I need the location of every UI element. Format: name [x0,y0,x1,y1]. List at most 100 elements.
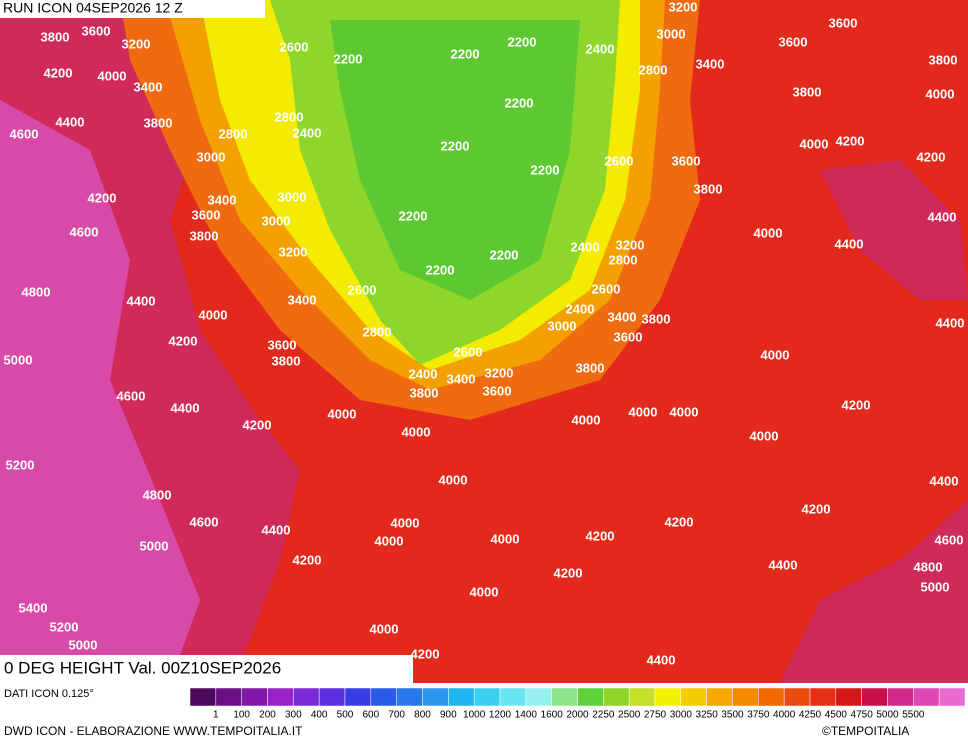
contour-label: 2200 [490,247,519,262]
colorbar-label: 5000 [876,710,899,721]
contour-label: 2400 [409,366,438,381]
contour-label: 3000 [278,189,307,204]
contour-label: 4400 [171,400,200,415]
colorbar-swatch [499,687,527,707]
contour-label: 3600 [192,207,221,222]
contour-label: 4200 [836,133,865,148]
contour-label: 4200 [243,417,272,432]
contour-label: 3400 [447,371,476,386]
colorbar-label: 200 [259,710,276,721]
contour-label: 4400 [769,557,798,572]
contour-label: 3600 [829,15,858,30]
contour-label: 4000 [750,428,779,443]
field-label: 0 DEG HEIGHT Val. 00Z10SEP2026 [4,658,281,677]
credit-label: DWD ICON - ELABORAZIONE WWW.TEMPOITALIA.… [4,724,303,738]
contour-label: 3000 [548,318,577,333]
colorbar-label: 100 [233,710,250,721]
colorbar-swatch [241,687,268,707]
contour-label: 4200 [842,397,871,412]
field-box [0,655,413,683]
contour-label: 4000 [328,406,357,421]
contour-label: 4600 [935,532,964,547]
colorbar-label: 300 [285,710,302,721]
contour-label: 4600 [190,514,219,529]
colorbar-swatch [628,687,656,707]
contour-label: 4200 [586,528,615,543]
colorbar-swatch [396,687,423,707]
contour-label: 2200 [505,95,534,110]
contour-label: 4000 [199,307,228,322]
colorbar-label: 1400 [515,710,538,721]
colorbar-swatch [422,687,449,707]
colorbar-label: 1000 [463,710,486,721]
contour-label: 4400 [835,236,864,251]
colorbar-label: 1200 [489,710,512,721]
contour-label: 2400 [586,41,615,56]
colorbar-swatch [473,687,501,707]
colorbar-swatch [370,687,397,707]
contour-label: 4400 [930,473,959,488]
colorbar-label: 3750 [747,710,770,721]
colorbar-label: 600 [362,710,379,721]
contour-label: 5000 [4,352,33,367]
colorbar-label: 3000 [670,710,693,721]
contour-label: 3000 [262,213,291,228]
contour-label: 4200 [169,333,198,348]
contour-label: 2800 [639,62,668,77]
contour-label: 4000 [572,412,601,427]
contour-label: 4800 [914,559,943,574]
contour-label: 3200 [669,0,698,14]
contour-label: 2200 [508,34,537,49]
contour-label: 5000 [140,538,169,553]
colorbar-swatch [783,687,811,707]
contour-label: 3600 [672,153,701,168]
contour-label: 3600 [82,23,111,38]
contour-label: 4000 [629,404,658,419]
contour-label: 4400 [647,652,676,667]
source-label: DATI ICON 0.125° [4,688,94,700]
contour-label: 4000 [754,225,783,240]
colorbar-swatch [680,687,707,707]
contour-label: 4200 [665,514,694,529]
colorbar-label: 4750 [851,710,874,721]
colorbar-label: 700 [388,710,405,721]
contour-label: 5200 [50,619,79,634]
contour-label: 2600 [454,344,483,359]
contour-label: 3800 [144,115,173,130]
colorbar-swatch [603,687,630,707]
contour-label: 3600 [614,329,643,344]
contour-label: 4000 [370,621,399,636]
contour-label: 4200 [293,552,322,567]
contour-label: 3800 [642,311,671,326]
contour-label: 4400 [56,114,85,129]
colorbar-label: 4250 [799,710,822,721]
contour-label: 4200 [88,190,117,205]
contour-label: 2200 [531,162,560,177]
colorbar-label: 5500 [902,710,925,721]
contour-label: 3400 [696,56,725,71]
contour-label: 4400 [127,293,156,308]
contour-label: 4000 [491,531,520,546]
contour-label: 4800 [143,487,172,502]
colorbar-swatch [809,687,837,707]
contour-label: 4000 [439,472,468,487]
contour-label: 2200 [334,51,363,66]
contour-label: 3000 [197,149,226,164]
contour-label: 3400 [134,79,163,94]
contour-label: 4600 [70,224,99,239]
colorbar-swatch [318,687,346,707]
contour-label: 5200 [6,457,35,472]
colorbar-swatch [654,687,682,707]
colorbar-swatch [215,687,242,707]
contour-label: 2800 [363,324,392,339]
contour-label: 2600 [605,153,634,168]
header-box [0,0,265,18]
contour-label: 4600 [117,388,146,403]
contour-label: 3800 [793,84,822,99]
contour-label: 4000 [800,136,829,151]
contour-label: 2800 [609,252,638,267]
contour-label: 3200 [122,36,151,51]
colorbar-swatch [267,687,294,707]
contour-label: 4000 [375,533,404,548]
contour-label: 3400 [288,292,317,307]
